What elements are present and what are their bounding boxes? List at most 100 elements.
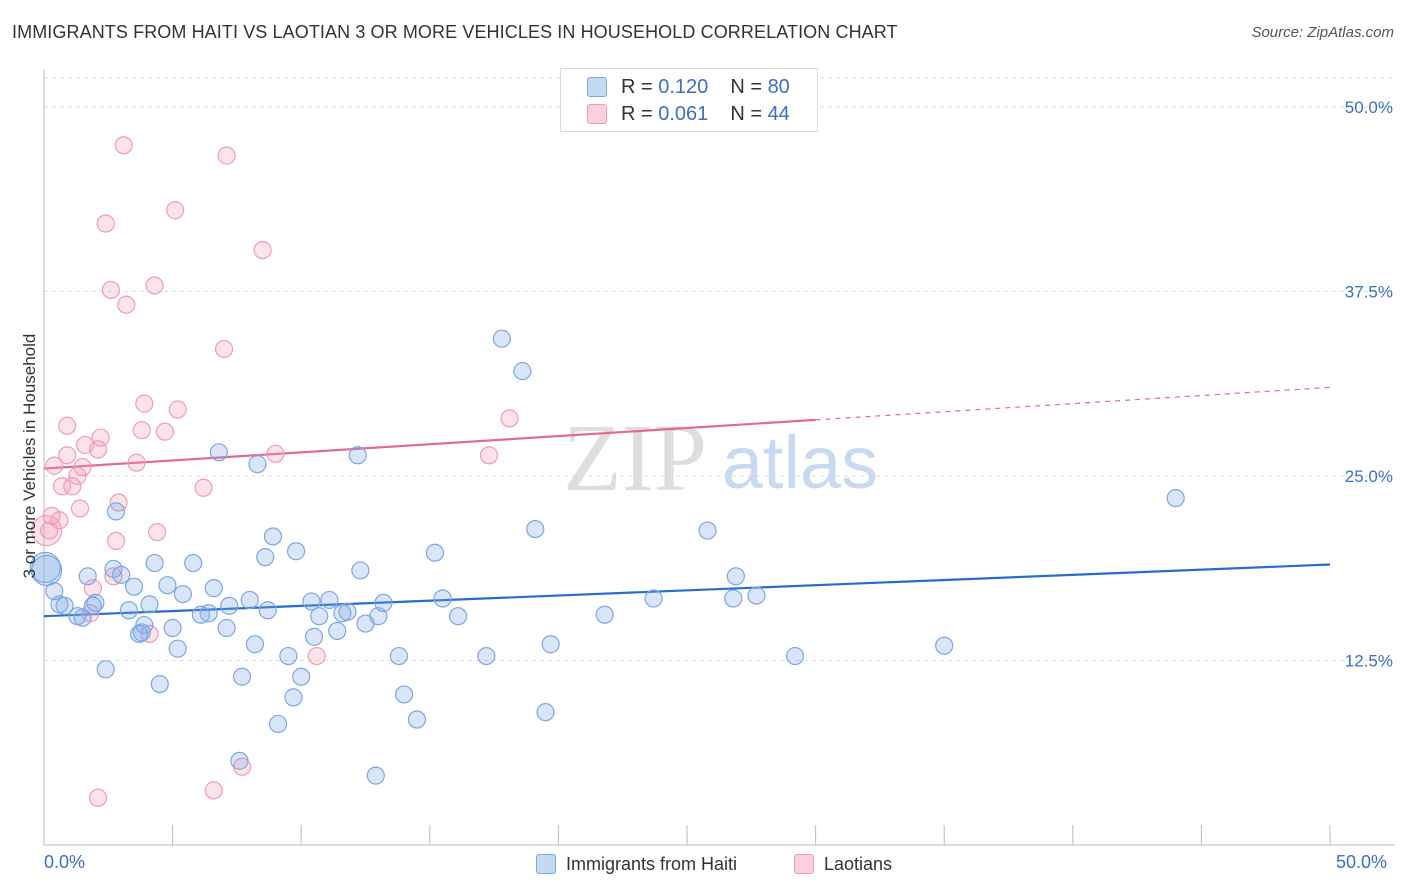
haiti-point <box>1166 488 1185 508</box>
watermark-zip: ZIP <box>563 404 707 511</box>
haiti-point <box>217 618 236 638</box>
source-label: Source: ZipAtlas.com <box>1251 24 1394 41</box>
haiti-point <box>256 548 275 567</box>
haiti-point <box>245 635 265 654</box>
haiti-point <box>492 329 511 348</box>
stats-legend: R = 0.120 N = 80 R = 0.061 N = 44 <box>560 68 818 132</box>
laotian-point <box>30 514 63 547</box>
haiti-point <box>279 646 298 666</box>
y-tick-label: 50.0% <box>1345 98 1393 117</box>
haiti-point <box>785 646 805 666</box>
haiti-point <box>86 593 105 613</box>
laotian-points <box>30 136 519 807</box>
haiti-n-label: N = <box>730 75 762 98</box>
laotian-n-value: 44 <box>767 102 790 125</box>
laotian-point <box>88 440 108 459</box>
haiti-point <box>310 607 329 626</box>
haiti-point <box>351 561 370 580</box>
haiti-point <box>338 602 357 621</box>
laotian-point <box>104 567 123 586</box>
haiti-point <box>292 667 311 686</box>
haiti-point <box>536 703 555 722</box>
laotian-point <box>88 788 108 807</box>
chart-title: IMMIGRANTS FROM HAITI VS LAOTIAN 3 OR MO… <box>12 22 898 42</box>
haiti-point <box>112 565 131 584</box>
haiti-point <box>132 623 151 642</box>
haiti-point <box>389 646 409 666</box>
haiti-point <box>96 660 115 679</box>
haiti-point <box>304 627 324 646</box>
haiti-point <box>106 502 126 521</box>
y-tick-label: 37.5% <box>1345 282 1393 301</box>
laotian-point <box>45 456 64 475</box>
laotian-point <box>58 416 77 435</box>
haiti-point <box>204 579 223 598</box>
laotian-point <box>114 136 133 155</box>
haiti-point <box>173 584 192 604</box>
legend-laotian-label: Laotians <box>824 853 893 874</box>
laotian-point <box>168 400 187 419</box>
y-axis-label: 3 or more Vehicles in Household <box>20 333 39 579</box>
haiti-point <box>150 674 169 694</box>
haiti-point <box>698 521 717 540</box>
y-tick-labels: 12.5% 25.0% 37.5% 50.0% <box>1345 98 1393 671</box>
haiti-point <box>526 519 545 539</box>
laotian-point <box>52 477 72 496</box>
laotian-point <box>83 579 102 598</box>
haiti-point <box>366 766 385 785</box>
haiti-point <box>448 607 468 626</box>
trend-lines <box>43 386 1331 618</box>
laotian-point <box>155 422 174 441</box>
laotian-point <box>68 466 87 486</box>
haiti-point <box>644 589 663 608</box>
x-tick-left: 0.0% <box>44 852 86 872</box>
haiti-point <box>477 646 496 666</box>
haiti-point <box>248 455 267 474</box>
haiti-points <box>29 329 1185 785</box>
haiti-point <box>158 576 177 595</box>
laotian-point <box>96 214 115 233</box>
haiti-point <box>124 577 144 596</box>
laotian-point <box>117 295 136 314</box>
haiti-point <box>513 362 532 381</box>
haiti-point <box>425 543 445 562</box>
haiti-point <box>348 446 367 465</box>
haiti-point <box>119 601 138 620</box>
legend-item-haiti: Immigrants from Haiti <box>536 852 737 876</box>
haiti-point <box>184 553 203 573</box>
legend-haiti-label: Immigrants from Haiti <box>566 853 738 874</box>
laotian-point <box>135 394 154 413</box>
haiti-r-label: R = <box>621 75 653 98</box>
haiti-point <box>374 593 393 613</box>
haiti-point <box>135 615 154 635</box>
haiti-point <box>394 685 414 704</box>
laotian-point <box>194 478 213 497</box>
laotian-point <box>479 446 499 465</box>
laotian-point <box>101 280 120 300</box>
haiti-point <box>55 596 74 615</box>
laotian-point <box>148 522 167 542</box>
haiti-point <box>73 608 92 627</box>
laotian-point <box>127 453 146 472</box>
laotian-point <box>73 457 92 477</box>
haiti-point <box>199 604 218 623</box>
haiti-point <box>83 596 102 615</box>
stats-legend-laotian: R = 0.061 N = 44 <box>587 103 790 125</box>
haiti-point <box>30 554 63 587</box>
haiti-r-value: 0.120 <box>658 75 709 98</box>
haiti-point <box>78 567 97 586</box>
laotian-r-value: 0.061 <box>658 102 709 125</box>
legend-haiti-swatch <box>536 854 556 874</box>
laotian-point <box>70 499 90 518</box>
haiti-point <box>240 590 259 610</box>
haiti-point <box>433 589 452 608</box>
axes <box>43 70 1395 846</box>
laotian-point <box>307 646 326 666</box>
haiti-point <box>541 635 560 654</box>
laotian-point <box>63 477 82 496</box>
x-tick-right: 50.0% <box>1336 852 1388 872</box>
haiti-point <box>268 714 288 734</box>
laotian-point <box>266 444 285 463</box>
gridlines <box>44 77 1395 661</box>
